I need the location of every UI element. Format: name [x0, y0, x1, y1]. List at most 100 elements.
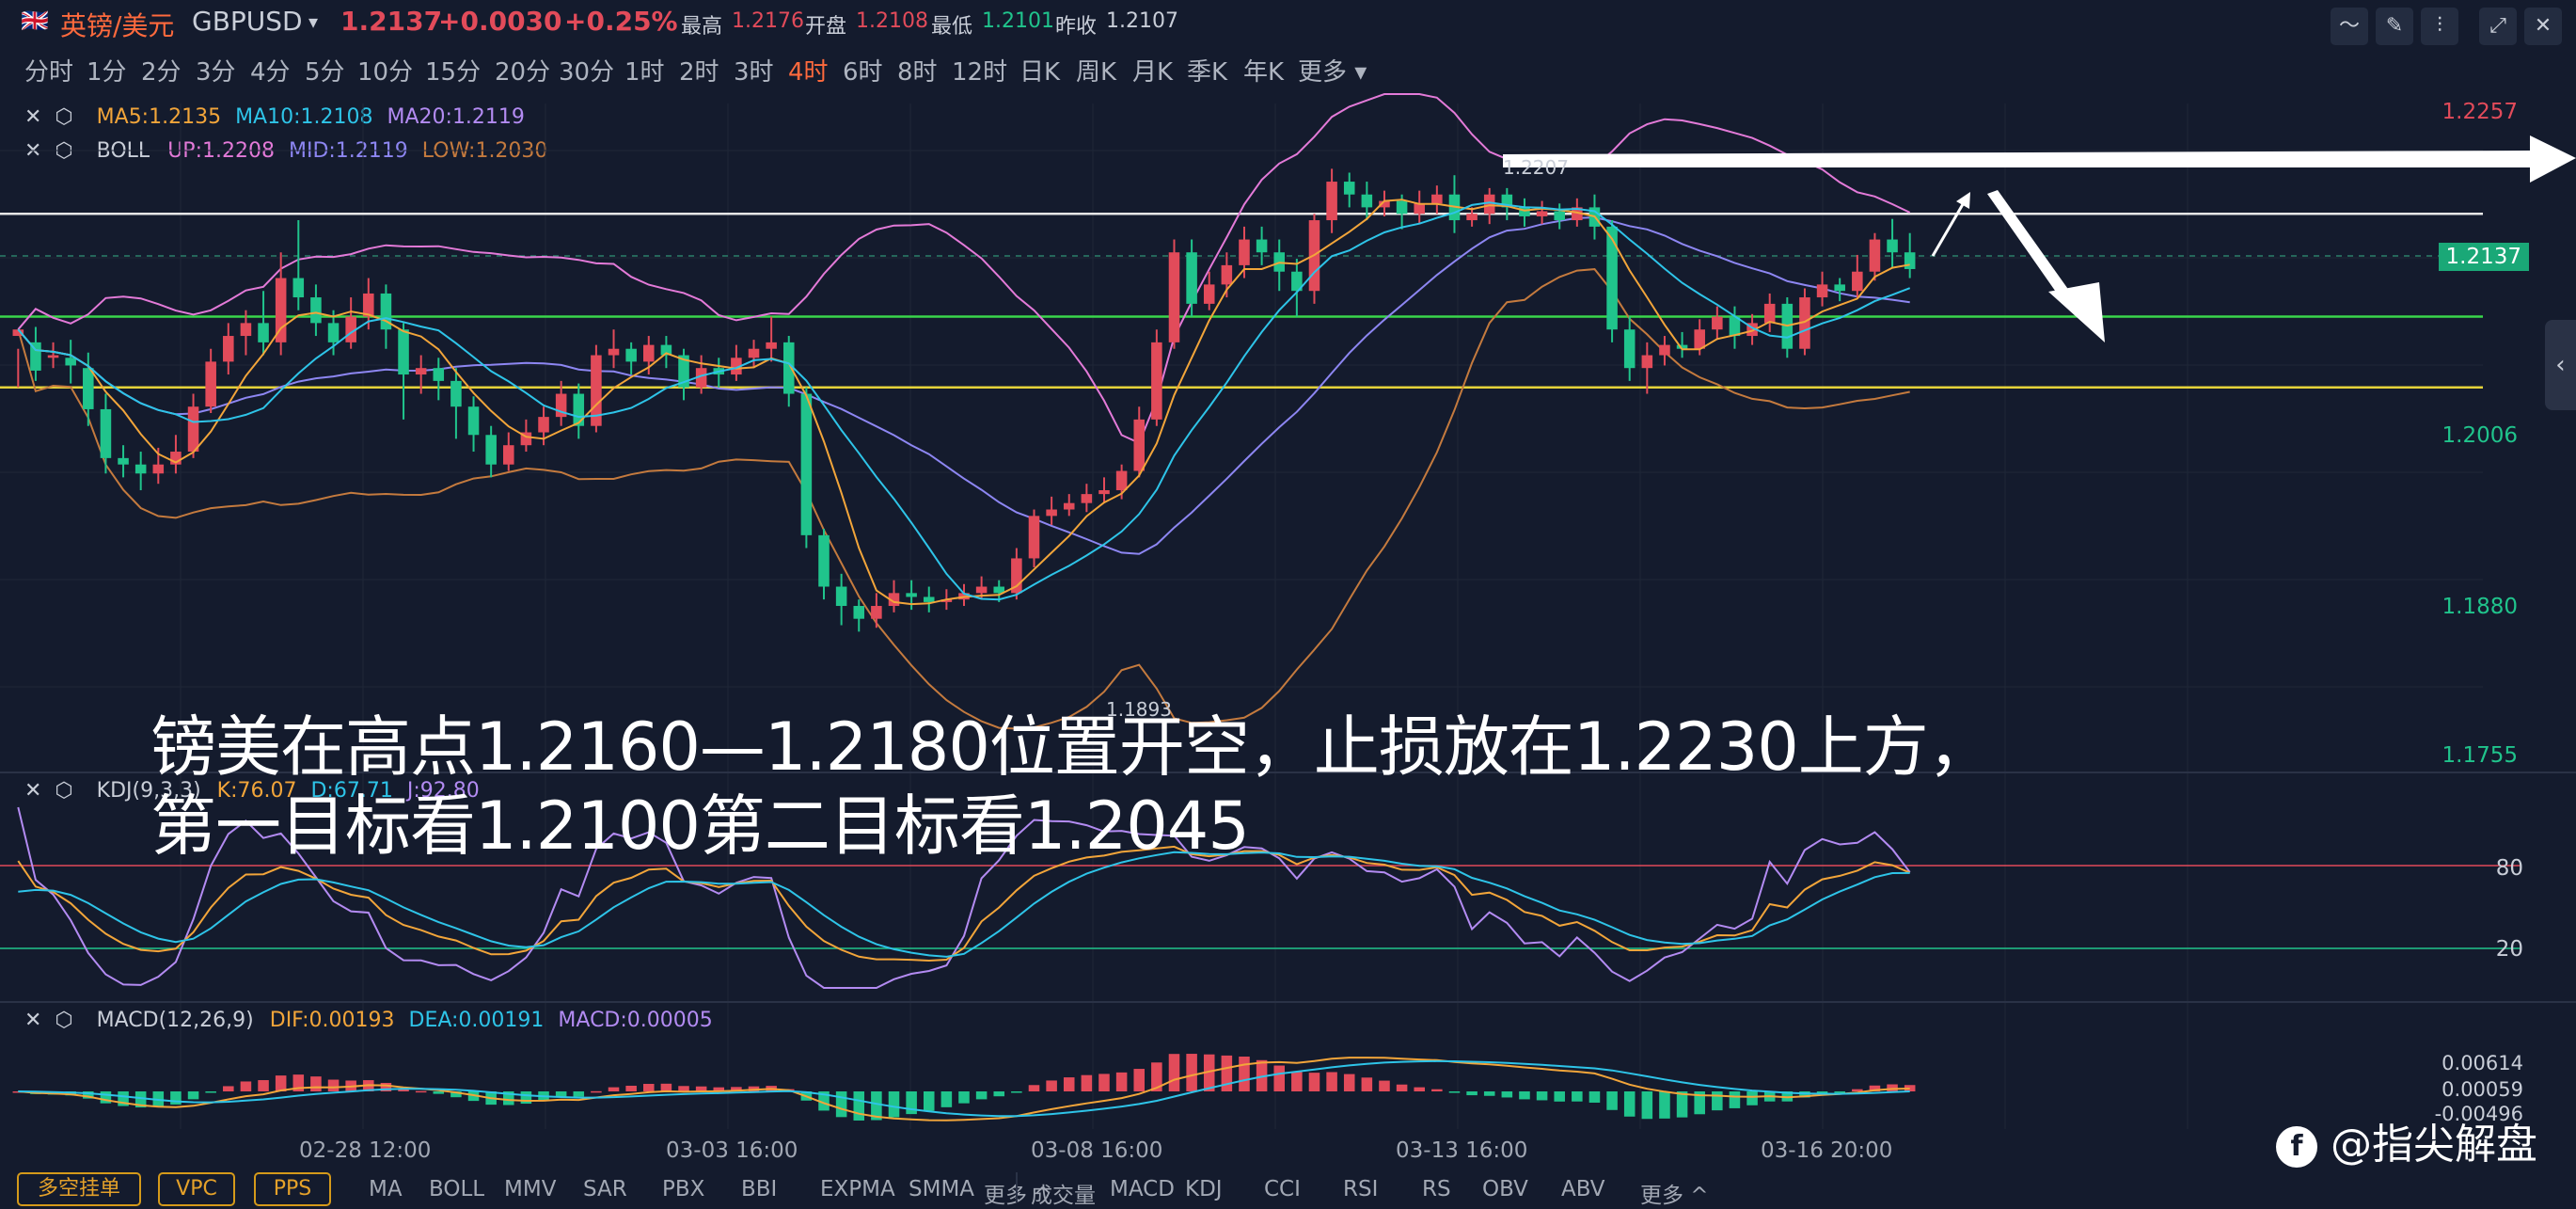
- last-price: 1.2137: [340, 6, 443, 37]
- timeframe-20[interactable]: 季K: [1187, 58, 1228, 87]
- candle-body: [888, 593, 900, 607]
- price-axis-label: 1.2006: [2442, 423, 2518, 448]
- candle-body: [818, 534, 830, 587]
- kdj-lines: [0, 806, 2521, 989]
- sub-ind-6[interactable]: OBV: [1482, 1177, 1528, 1201]
- tag-vpc[interactable]: VPC: [158, 1172, 235, 1206]
- current-price-tag: 1.2137: [2438, 243, 2529, 271]
- timeframe-14[interactable]: 6时: [843, 58, 883, 87]
- sub-ind-3[interactable]: CCI: [1264, 1177, 1301, 1201]
- timeframe-12[interactable]: 3时: [734, 58, 774, 87]
- candle-body: [1291, 271, 1303, 292]
- close-kdj-icon[interactable]: ✕: [24, 779, 42, 803]
- sub-ind-1[interactable]: MACD: [1110, 1177, 1175, 1201]
- pair-dropdown-icon[interactable]: ▾: [308, 10, 319, 33]
- draw-pen-icon[interactable]: ✎: [2376, 8, 2413, 45]
- main-ind-0[interactable]: MA: [369, 1177, 403, 1201]
- chart-canvas[interactable]: [0, 90, 2576, 1138]
- timeframe-2[interactable]: 2分: [141, 58, 182, 87]
- timeframe-6[interactable]: 10分: [357, 58, 414, 87]
- trade-arrows: [1503, 135, 2576, 342]
- close-macd-icon[interactable]: ✕: [24, 1009, 42, 1032]
- candle-body: [1326, 182, 1337, 221]
- main-ind-6[interactable]: EXPMA: [820, 1177, 895, 1201]
- macd-bar: [467, 1091, 480, 1102]
- macd-bar: [170, 1091, 182, 1105]
- kdj-axis-label: 20: [2495, 937, 2523, 962]
- timeframe-1[interactable]: 1分: [87, 58, 127, 87]
- sub-ind-4[interactable]: RSI: [1343, 1177, 1379, 1201]
- settings-ma-icon[interactable]: ⬡: [55, 105, 73, 129]
- candle-type-icon[interactable]: ⫶: [2421, 8, 2458, 45]
- main-ind-3[interactable]: SAR: [583, 1177, 627, 1201]
- timeframe-4[interactable]: 4分: [250, 58, 291, 87]
- timeframe-8[interactable]: 20分: [495, 58, 551, 87]
- timeframe-7[interactable]: 15分: [425, 58, 482, 87]
- candle-body: [450, 380, 462, 407]
- macd-bar: [1203, 1054, 1215, 1091]
- timeframe-3[interactable]: 3分: [196, 58, 236, 87]
- sub-ind-2[interactable]: KDJ: [1185, 1177, 1223, 1201]
- candle-body: [1834, 284, 1845, 292]
- candle-body: [327, 323, 340, 342]
- sub-ind-5[interactable]: RS: [1422, 1177, 1451, 1201]
- candle-body: [695, 368, 707, 388]
- macd-legend: ✕ ⬡ MACD(12,26,9) DIF:0.00193 DEA:0.00191…: [24, 1009, 713, 1032]
- small-up-arrow: [1931, 199, 1968, 257]
- line-chart-icon[interactable]: 〜: [2331, 8, 2368, 45]
- macd-bar: [1063, 1077, 1075, 1091]
- macd-bar: [1133, 1069, 1146, 1091]
- macd-bar: [1606, 1091, 1618, 1110]
- candle-body: [275, 278, 287, 342]
- tag-pps[interactable]: PPS: [254, 1172, 331, 1206]
- timeframe-18[interactable]: 周K: [1076, 58, 1117, 87]
- candle-body: [83, 368, 94, 409]
- candle-body: [906, 593, 917, 597]
- timeframe-16[interactable]: 12时: [952, 58, 1008, 87]
- timeframe-13[interactable]: 4时: [788, 58, 829, 87]
- timeframe-11[interactable]: 2时: [679, 58, 719, 87]
- side-panel-toggle-icon[interactable]: ‹: [2545, 320, 2576, 410]
- macd-bar: [275, 1075, 287, 1091]
- sub-ind-7[interactable]: ABV: [1561, 1177, 1605, 1201]
- timeframe-19[interactable]: 月K: [1132, 58, 1174, 87]
- macd-bar: [118, 1091, 129, 1106]
- pair-code[interactable]: GBPUSD: [192, 6, 303, 37]
- tag-long-short[interactable]: 多空挂单: [17, 1172, 141, 1206]
- candle-body: [1641, 355, 1653, 369]
- prev-close-value: 1.2107: [1106, 9, 1178, 33]
- candle-body: [398, 329, 409, 375]
- main-ind-2[interactable]: MMV: [504, 1177, 557, 1201]
- candle-body: [1168, 252, 1180, 342]
- candle-body: [1816, 284, 1828, 298]
- timeframe-0[interactable]: 分时: [24, 58, 74, 87]
- main-ind-5[interactable]: BBI: [741, 1177, 778, 1201]
- timeframe-9[interactable]: 30分: [559, 58, 615, 87]
- candle-body: [1431, 194, 1443, 204]
- timeframe-5[interactable]: 5分: [305, 58, 345, 87]
- timeframe-10[interactable]: 1时: [624, 58, 665, 87]
- date-label: 03-13 16:00: [1396, 1138, 1528, 1163]
- candle-body: [363, 293, 374, 317]
- macd-bar: [1554, 1091, 1565, 1102]
- main-ind-1[interactable]: BOLL: [429, 1177, 485, 1201]
- timeframe-21[interactable]: 年K: [1243, 58, 1285, 87]
- candle-body: [993, 586, 1005, 594]
- low-label: 最低: [931, 15, 973, 39]
- close-icon[interactable]: ✕: [2524, 8, 2562, 45]
- pair-cn[interactable]: 英镑/美元: [60, 10, 175, 41]
- close-ma-icon[interactable]: ✕: [24, 105, 42, 129]
- timeframe-15[interactable]: 8时: [897, 58, 938, 87]
- main-ind-7[interactable]: SMMA: [909, 1177, 975, 1201]
- main-ind-4[interactable]: PBX: [662, 1177, 705, 1201]
- candle-body: [118, 457, 129, 465]
- candle-body: [800, 393, 813, 535]
- fullscreen-icon[interactable]: ⤢: [2479, 8, 2517, 45]
- timeframe-22[interactable]: 更多 ▾: [1298, 58, 1367, 87]
- candle-body: [975, 586, 988, 594]
- candle-body: [625, 348, 637, 362]
- ma20-value: MA20:1.2119: [387, 105, 525, 129]
- settings-kdj-icon[interactable]: ⬡: [55, 779, 73, 803]
- timeframe-17[interactable]: 日K: [1019, 58, 1061, 87]
- settings-macd-icon[interactable]: ⬡: [55, 1009, 73, 1032]
